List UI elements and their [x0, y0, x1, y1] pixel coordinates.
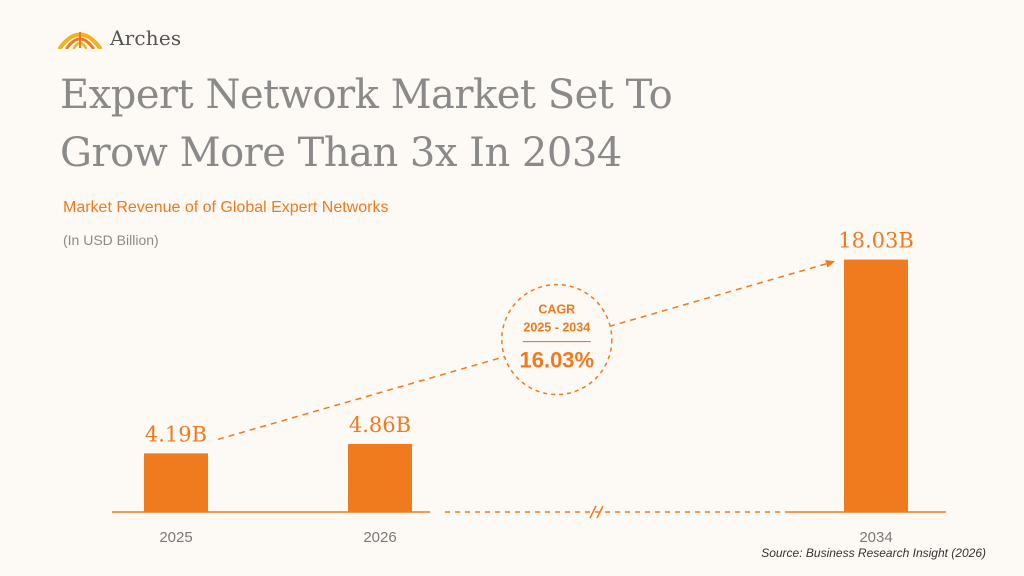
cagr-circle [501, 283, 613, 396]
value-label-2025: 4.19B [145, 422, 207, 446]
axis-break-icon [589, 505, 604, 519]
brand: Arches [58, 26, 181, 50]
cagr-label: CAGR [538, 303, 575, 317]
bar-2026 [348, 443, 412, 512]
brand-name: Arches [110, 26, 182, 50]
tick-label-2026: 2026 [363, 529, 396, 546]
value-label-2034: 18.03B [838, 229, 914, 253]
page-title: Expert Network Market Set To Grow More T… [60, 72, 673, 176]
tick-label-2025: 2025 [159, 529, 192, 546]
tick-label-2034: 2034 [859, 529, 892, 546]
bar-2034 [844, 259, 908, 512]
cagr-value: 16.03% [519, 348, 594, 373]
chart-unit: (In USD Billion) [63, 232, 159, 248]
chart-title: Market Revenue of of Global Expert Netwo… [63, 199, 389, 216]
bar-2025 [144, 453, 208, 512]
arches-logo-icon [58, 32, 102, 49]
source-note: Source: Business Research Insight (2026) [761, 546, 986, 560]
value-label-2026: 4.86B [349, 413, 411, 437]
cagr-period: 2025 - 2034 [523, 321, 590, 335]
